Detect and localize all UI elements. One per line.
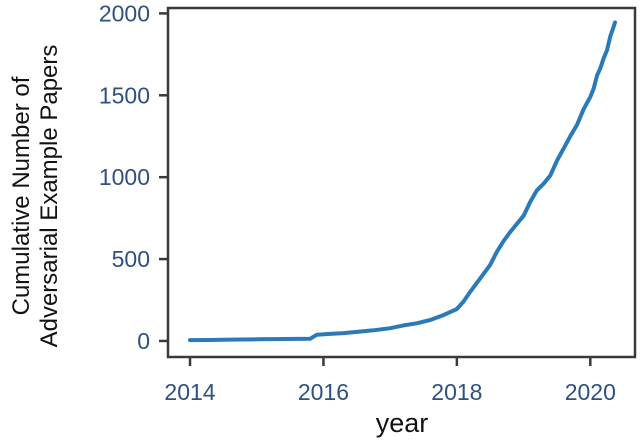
y-tick-label: 0 (137, 328, 150, 354)
y-axis-ticks: 0 500 1000 1500 2000 (99, 0, 168, 354)
series-line-cumulative-papers (188, 20, 617, 343)
plot-box-spines (166, 6, 637, 359)
x-tick-label: 2020 (565, 379, 616, 405)
y-tick-label: 1000 (99, 164, 150, 190)
x-axis-label: year (375, 408, 429, 438)
y-tick-label: 1500 (99, 82, 150, 108)
x-tick-label: 2018 (431, 379, 482, 405)
y-tick-label: 2000 (99, 0, 150, 26)
x-tick-label: 2016 (298, 379, 349, 405)
x-axis-ticks: 2014 2016 2018 2020 (164, 357, 616, 405)
x-tick-label: 2014 (164, 379, 215, 405)
y-tick-label: 500 (112, 246, 150, 272)
